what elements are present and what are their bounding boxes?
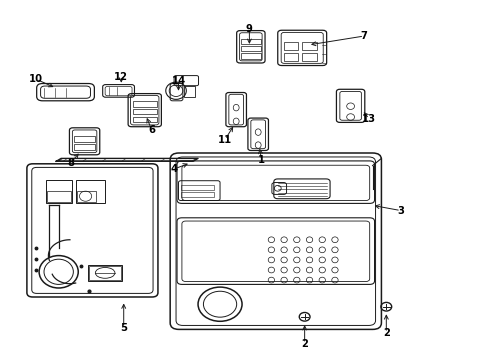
Text: 2: 2 bbox=[301, 339, 307, 349]
Bar bbox=[132, 101, 157, 107]
Text: 8: 8 bbox=[67, 158, 74, 168]
Bar bbox=[132, 109, 157, 114]
Bar bbox=[183, 86, 194, 97]
Bar bbox=[77, 191, 96, 202]
Text: 6: 6 bbox=[148, 125, 155, 135]
Bar bbox=[181, 185, 213, 190]
Text: 7: 7 bbox=[360, 31, 367, 41]
Bar bbox=[88, 265, 122, 281]
Bar bbox=[74, 136, 95, 142]
Text: 10: 10 bbox=[29, 74, 43, 84]
Bar bbox=[241, 46, 260, 51]
Bar bbox=[76, 180, 105, 203]
Bar bbox=[283, 53, 298, 61]
Text: 2: 2 bbox=[382, 328, 389, 338]
Bar bbox=[181, 192, 213, 197]
Text: 1: 1 bbox=[258, 155, 264, 165]
Bar bbox=[283, 42, 298, 50]
Bar bbox=[241, 39, 260, 44]
Bar bbox=[241, 53, 260, 59]
Bar bbox=[46, 180, 72, 203]
Text: 12: 12 bbox=[114, 72, 128, 82]
Bar bbox=[132, 117, 157, 122]
Bar bbox=[74, 144, 95, 150]
Text: 3: 3 bbox=[397, 206, 404, 216]
Text: 4: 4 bbox=[170, 164, 177, 174]
Bar bbox=[47, 191, 71, 202]
Text: 14: 14 bbox=[171, 76, 185, 86]
Bar bbox=[302, 53, 316, 61]
Text: 9: 9 bbox=[245, 24, 252, 34]
Text: 5: 5 bbox=[120, 323, 127, 333]
Text: 11: 11 bbox=[217, 135, 232, 145]
Text: 13: 13 bbox=[362, 114, 375, 124]
Bar bbox=[89, 266, 121, 280]
Bar bbox=[302, 42, 316, 50]
